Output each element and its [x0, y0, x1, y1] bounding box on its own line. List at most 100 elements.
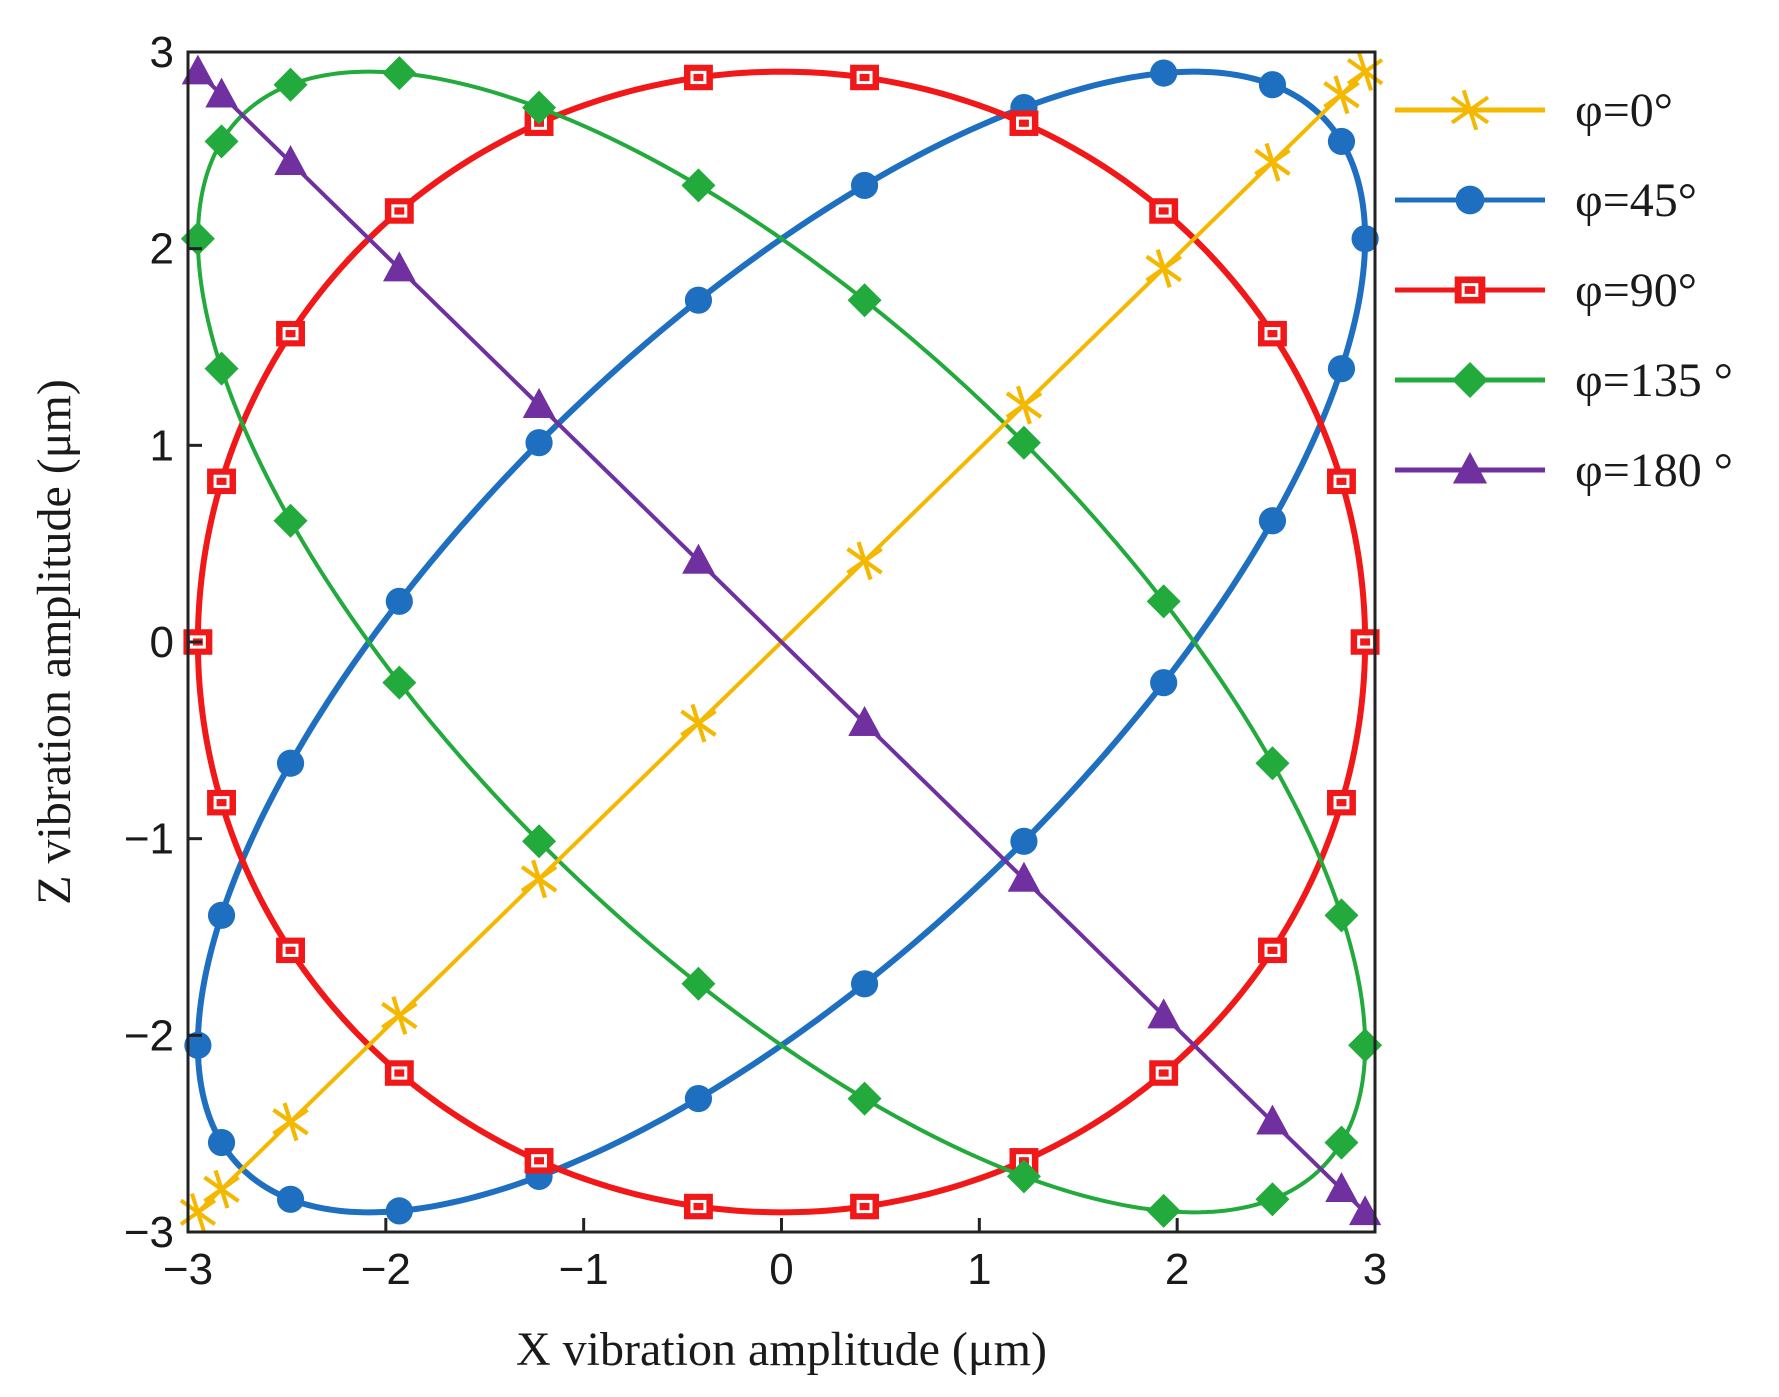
data-point: [1006, 1159, 1041, 1194]
x-tick-label: 3: [1363, 1245, 1387, 1294]
data-point: [207, 901, 236, 929]
legend-marker: [1461, 89, 1479, 131]
data-point: [1324, 1125, 1359, 1160]
legend-item: φ=0°: [1395, 84, 1673, 137]
data-point: [1006, 425, 1041, 460]
data-point: [213, 474, 230, 488]
legend-label: φ=0°: [1575, 84, 1673, 137]
data-point: [683, 1193, 713, 1220]
series-90: [183, 64, 1380, 1220]
y-tick-label: −1: [124, 815, 174, 864]
x-tick-label: 2: [1165, 1245, 1189, 1294]
data-point: [180, 221, 215, 256]
data-point: [391, 996, 408, 1035]
data-point: [1333, 796, 1350, 810]
data-point: [850, 64, 880, 91]
data-point: [1146, 1193, 1181, 1228]
legend: φ=0° φ=45° φ=90° φ=135 ° φ=180 °: [1395, 84, 1733, 497]
data-point: [1146, 584, 1181, 619]
x-tick-label: −1: [559, 1245, 609, 1294]
data-point: [385, 1197, 413, 1225]
legend-item: φ=90°: [1395, 264, 1697, 317]
data-point: [850, 171, 879, 200]
data-point: [1333, 474, 1350, 488]
y-tick-label: 0: [150, 618, 174, 667]
data-point: [1015, 116, 1032, 130]
data-point: [207, 1128, 236, 1157]
data-point: [213, 1169, 230, 1209]
data-point: [1155, 249, 1172, 288]
y-tick-label: 2: [150, 225, 174, 274]
plot-area: [179, 52, 1384, 1232]
data-point: [1327, 468, 1356, 495]
legend-marker: [1461, 283, 1479, 297]
y-tick-label: −2: [124, 1011, 174, 1060]
data-point: [391, 204, 408, 218]
data-point: [1333, 75, 1350, 115]
legend-item: φ=45°: [1395, 174, 1697, 227]
x-tick-label: −3: [163, 1245, 213, 1294]
data-point: [1325, 1172, 1358, 1202]
data-point: [204, 351, 239, 386]
data-point: [681, 966, 716, 1001]
data-point: [522, 388, 556, 418]
data-point: [1327, 127, 1356, 156]
data-point: [690, 1199, 707, 1214]
data-point: [525, 429, 553, 457]
data-point: [1255, 746, 1290, 781]
data-point: [856, 541, 873, 581]
data-point: [1007, 861, 1041, 892]
data-point: [1147, 998, 1180, 1029]
legend-label: φ=135 °: [1575, 354, 1733, 407]
data-point: [1150, 59, 1178, 87]
data-point: [1155, 1066, 1172, 1080]
legend-item: φ=135 °: [1395, 354, 1733, 407]
data-point: [1324, 898, 1359, 933]
data-point: [213, 796, 230, 810]
data-point: [531, 1154, 548, 1168]
legend-label: φ=180 °: [1575, 444, 1733, 497]
data-point: [1351, 225, 1379, 253]
data-point: [1258, 507, 1287, 535]
x-tick-label: 0: [769, 1245, 793, 1294]
data-point: [282, 1102, 299, 1142]
data-point: [847, 283, 882, 318]
legend-label: φ=90°: [1575, 264, 1697, 317]
series-180: [181, 54, 1382, 1226]
data-point: [1009, 110, 1039, 136]
data-point: [1264, 327, 1281, 341]
data-point: [382, 56, 417, 91]
legend-marker: [1454, 276, 1486, 304]
data-point: [1016, 385, 1032, 425]
legend-item: φ=180 °: [1395, 444, 1733, 497]
data-point: [522, 90, 557, 125]
data-point: [382, 665, 417, 700]
data-point: [848, 706, 881, 736]
data-point: [181, 54, 215, 85]
data-point: [1357, 635, 1374, 649]
data-point: [684, 1084, 713, 1113]
legend-marker: [1452, 362, 1488, 398]
legend-marker: [1452, 452, 1488, 484]
data-point: [207, 789, 236, 816]
data-point: [847, 1081, 882, 1116]
data-point: [1150, 669, 1178, 697]
data-point: [1264, 943, 1281, 957]
data-point: [384, 198, 414, 224]
data-point: [524, 1148, 554, 1174]
y-tick-label: 1: [150, 421, 174, 470]
y-tick-label: −3: [124, 1208, 174, 1257]
data-point: [682, 543, 715, 574]
data-point: [1258, 320, 1287, 347]
data-point: [1327, 789, 1356, 816]
data-point: [190, 1193, 206, 1232]
data-point: [1255, 1182, 1290, 1217]
data-point: [273, 67, 308, 102]
legend-label: φ=45°: [1575, 174, 1697, 227]
data-point: [1258, 71, 1287, 99]
data-point: [683, 64, 713, 91]
data-point: [850, 1193, 880, 1220]
data-point: [276, 320, 305, 347]
data-point: [207, 468, 236, 495]
x-axis-title: X vibration amplitude (μm): [516, 1323, 1047, 1376]
